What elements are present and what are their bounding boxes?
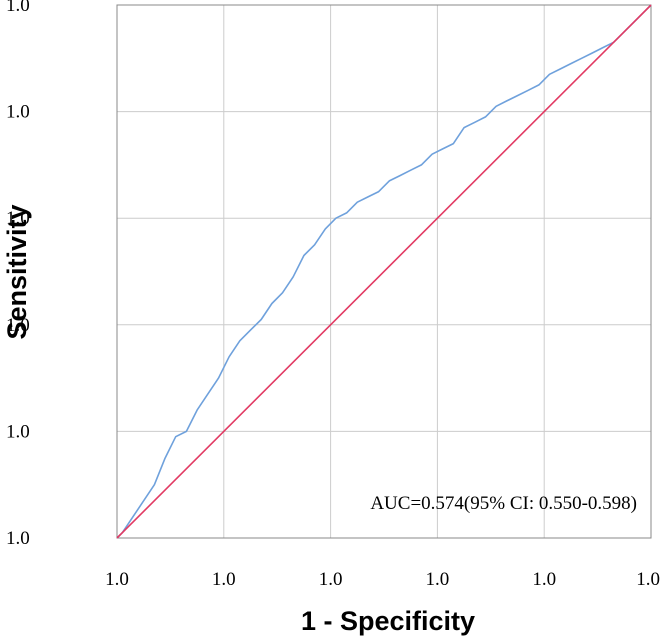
y-tick-label-5: 1.0 bbox=[6, 0, 30, 16]
y-tick-label-3: 1.0 bbox=[6, 208, 30, 229]
x-axis-title: 1 - Specificity bbox=[301, 606, 475, 636]
tick-labels: 1.0 1.0 1.0 1.0 1.0 1.0 1.0 1.0 1.0 1.0 1.0 1.0 bbox=[6, 0, 660, 590]
y-axis-title: Sensitivity bbox=[2, 204, 32, 339]
x-tick-label-1: 1.0 bbox=[212, 569, 236, 590]
auc-annotation: AUC=0.574(95% CI: 0.550-0.598) bbox=[370, 493, 637, 514]
y-tick-label-4: 1.0 bbox=[6, 102, 30, 123]
x-tick-label-4: 1.0 bbox=[532, 569, 556, 590]
roc-curve-line bbox=[116, 4, 652, 539]
y-tick-label-1: 1.0 bbox=[6, 421, 30, 442]
y-tick-label-2: 1.0 bbox=[6, 315, 30, 336]
reference-diagonal-line bbox=[116, 4, 652, 539]
series-layer bbox=[116, 4, 652, 539]
plot-frame bbox=[116, 4, 652, 539]
x-tick-label-3: 1.0 bbox=[426, 569, 450, 590]
x-tick-label-0: 1.0 bbox=[105, 569, 129, 590]
x-tick-label-5: 1.0 bbox=[636, 569, 660, 590]
grid bbox=[117, 5, 651, 538]
x-tick-label-2: 1.0 bbox=[319, 569, 343, 590]
y-tick-label-0: 1.0 bbox=[6, 528, 30, 549]
